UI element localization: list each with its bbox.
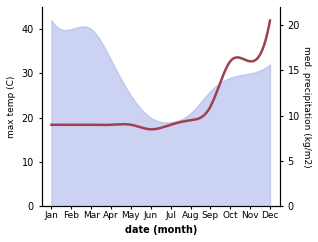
- Y-axis label: max temp (C): max temp (C): [7, 76, 16, 138]
- X-axis label: date (month): date (month): [125, 225, 197, 235]
- Y-axis label: med. precipitation (kg/m2): med. precipitation (kg/m2): [302, 46, 311, 167]
